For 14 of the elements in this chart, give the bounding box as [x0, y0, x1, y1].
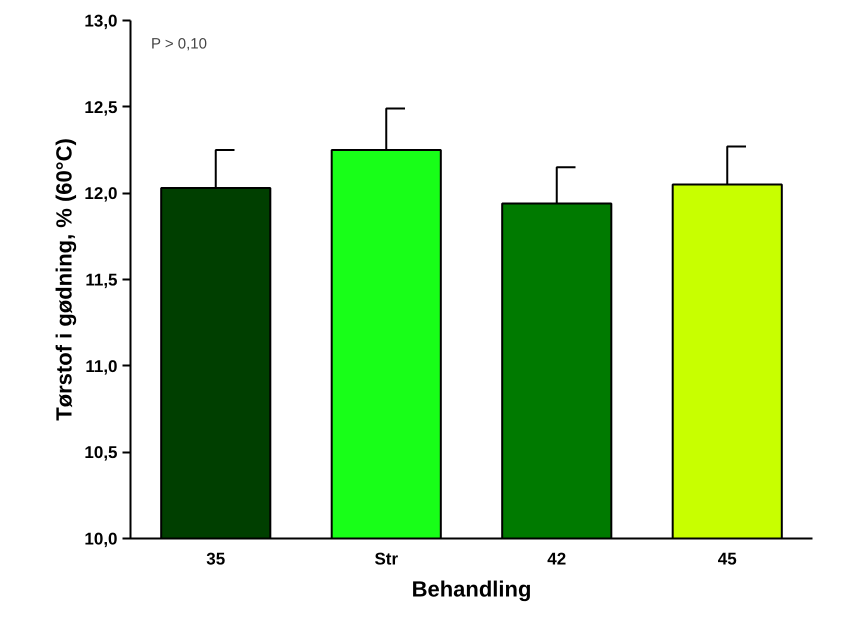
y-axis-title: Tørstof i gødning, % (60°C) [51, 138, 76, 421]
y-tick-label: 11,5 [85, 270, 118, 290]
y-tick-label: 11,0 [85, 356, 118, 376]
x-axis-title: Behandling [412, 576, 532, 602]
y-tick-label: 10,0 [84, 530, 118, 548]
y-tick-label: 12,5 [84, 98, 118, 117]
y-tick-label: 12,0 [84, 184, 118, 204]
x-tick-label: Str [374, 550, 398, 568]
x-tick-label: 35 [206, 550, 226, 568]
y-tick-label: 13,0 [84, 12, 118, 30]
x-tick-label: 42 [547, 550, 566, 568]
x-tick-label: 45 [718, 550, 737, 568]
y-tick-label: 10,5 [84, 443, 118, 462]
annotation: P > 0,10 [150, 35, 207, 52]
